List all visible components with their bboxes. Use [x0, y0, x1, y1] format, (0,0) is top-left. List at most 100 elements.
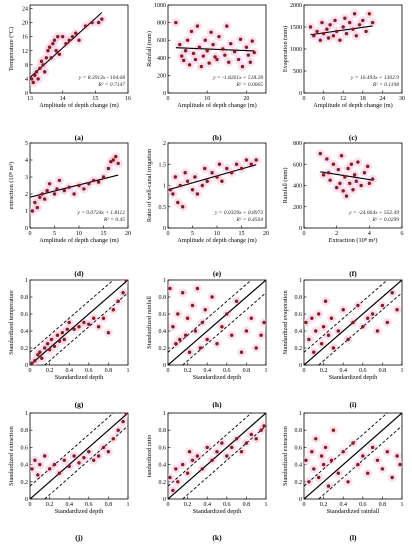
data-point [45, 342, 50, 346]
data-point [96, 20, 101, 25]
data-point [92, 316, 96, 320]
x-tick-label: 0 [167, 502, 170, 508]
data-point [180, 54, 184, 58]
data-point [92, 178, 96, 183]
data-point [200, 320, 204, 325]
y-tick-label: 0.8 [295, 428, 303, 434]
data-point [90, 20, 94, 25]
data-point [124, 413, 128, 415]
data-point [67, 464, 71, 469]
data-point [176, 312, 180, 316]
data-point [168, 475, 172, 480]
y-axis-label: tandardized ratio [146, 435, 153, 477]
data-point [52, 192, 57, 196]
data-point [199, 64, 204, 69]
data-point [356, 160, 360, 164]
x-tick-label: 1 [401, 368, 404, 374]
r-squared: R² = 0.0065 [235, 82, 263, 88]
y-tick-label: 500 [293, 69, 302, 75]
data-point [33, 458, 37, 462]
x-tick-label: 0 [167, 96, 170, 102]
data-point [96, 325, 101, 329]
data-point [40, 356, 44, 360]
data-point [234, 437, 239, 441]
y-tick-label: 600 [157, 38, 166, 44]
data-point [367, 181, 372, 186]
data-point [60, 34, 65, 39]
data-point [38, 462, 42, 467]
data-point [326, 484, 331, 488]
y-tick-label: 0.6 [159, 312, 167, 318]
y-tick-label: 0.6 [295, 445, 303, 451]
x-tick-label: 24 [379, 96, 385, 102]
data-point [334, 29, 339, 34]
data-point [31, 80, 35, 85]
data-point [47, 45, 52, 49]
panel-label: (c) [349, 133, 358, 142]
plot-area [306, 9, 378, 45]
data-point [249, 162, 253, 166]
data-point [225, 454, 229, 458]
data-point [314, 437, 318, 441]
data-point [344, 31, 349, 36]
data-point [390, 291, 394, 295]
data-point [187, 450, 192, 454]
x-tick-label: 10 [214, 231, 220, 237]
data-point [106, 450, 111, 454]
data-point [72, 192, 76, 196]
panel-label: (a) [75, 133, 84, 142]
x-tick-label: 0.8 [379, 368, 387, 374]
y-tick-label: 16 [22, 35, 28, 41]
x-axis-label: Standardized depth [193, 374, 242, 381]
y-tick-label: 1 [163, 278, 166, 284]
data-point [47, 182, 52, 186]
data-point [210, 171, 214, 175]
data-point [346, 480, 350, 484]
data-point [198, 346, 203, 350]
data-point [352, 173, 357, 177]
data-point [318, 38, 323, 42]
data-point [111, 158, 116, 162]
data-point [43, 70, 47, 74]
y-tick-label: 0 [299, 497, 302, 503]
data-point [67, 38, 71, 42]
data-point [325, 27, 329, 31]
data-point [46, 49, 50, 53]
data-point [96, 180, 101, 184]
y-tick-label: 200 [293, 205, 302, 211]
data-point [181, 462, 185, 467]
x-tick-label: 20 [125, 231, 131, 237]
data-point [57, 339, 62, 343]
data-point [351, 27, 355, 31]
y-tick-label: 1500 [290, 25, 302, 31]
data-point [178, 337, 182, 342]
data-point [304, 458, 308, 462]
data-point [244, 45, 249, 49]
data-point [354, 34, 358, 38]
data-point [326, 36, 331, 40]
data-point [87, 322, 91, 326]
data-point [213, 55, 217, 59]
y-tick-label: 2 [163, 141, 166, 147]
x-tick-label: 0.6 [223, 368, 231, 374]
data-point [114, 154, 118, 159]
data-point [367, 12, 372, 16]
data-point [72, 327, 76, 331]
data-point [203, 308, 207, 312]
data-point [351, 441, 355, 445]
data-point [87, 182, 91, 186]
chart-panel-e: 0 5 10 15 20 0 0.5 1 1.5 2 Amplitude of depth chan… [146, 141, 269, 278]
data-point [395, 454, 399, 458]
data-point [62, 188, 66, 193]
plot-frame [29, 279, 129, 366]
data-point [195, 454, 200, 458]
data-point [211, 42, 215, 47]
x-tick-label: 12 [340, 96, 346, 102]
data-point [310, 316, 314, 320]
x-tick-label: 6 [401, 231, 404, 237]
data-point [195, 24, 200, 28]
data-point [67, 320, 71, 325]
plot-area [304, 280, 402, 365]
data-point [109, 160, 113, 164]
data-point [38, 66, 42, 71]
